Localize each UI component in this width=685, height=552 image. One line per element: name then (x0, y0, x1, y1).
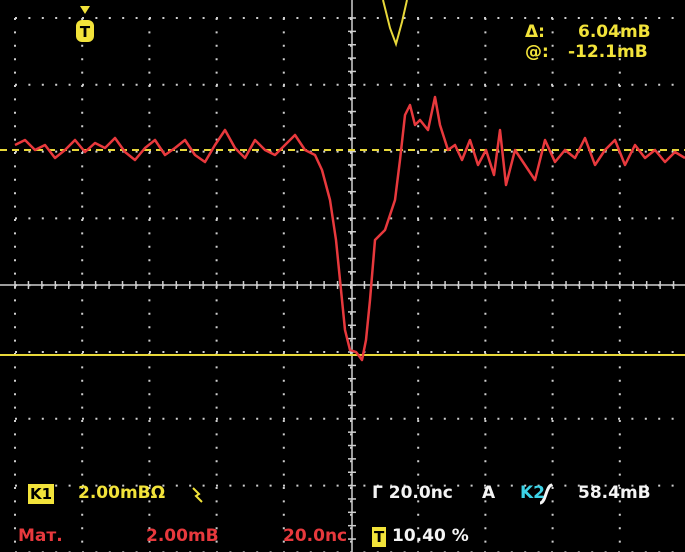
math-scale: 2.00mB (146, 526, 219, 546)
ch2-label: K2 (520, 483, 546, 503)
trigger-icon: T (372, 527, 387, 547)
ch1-label: K1 (28, 484, 55, 504)
trigger-source: A (482, 483, 496, 503)
math-label: Мат. (18, 526, 63, 546)
at-value: -12.1mB (568, 42, 648, 62)
channel-1-trace (14, 95, 685, 362)
ch1-scale: 2.00mBΩ (78, 483, 166, 503)
trigger-position: 10.40 % (392, 526, 469, 546)
channel-2-trace (382, 0, 408, 48)
trigger-badge (76, 20, 94, 42)
trigger-arrow (80, 6, 90, 14)
trigger-marker: T (80, 23, 91, 41)
bandwidth-icon (192, 487, 203, 503)
math-timebase: 20.0nc (283, 526, 348, 546)
slope-icon (539, 483, 553, 505)
timebase: Γ 20.0nc (372, 483, 453, 503)
trigger-level: 58.4mB (578, 483, 651, 503)
delta-value: 6.04mB (578, 22, 651, 42)
at-label: @: (525, 42, 549, 62)
delta-label: Δ: (525, 22, 545, 42)
